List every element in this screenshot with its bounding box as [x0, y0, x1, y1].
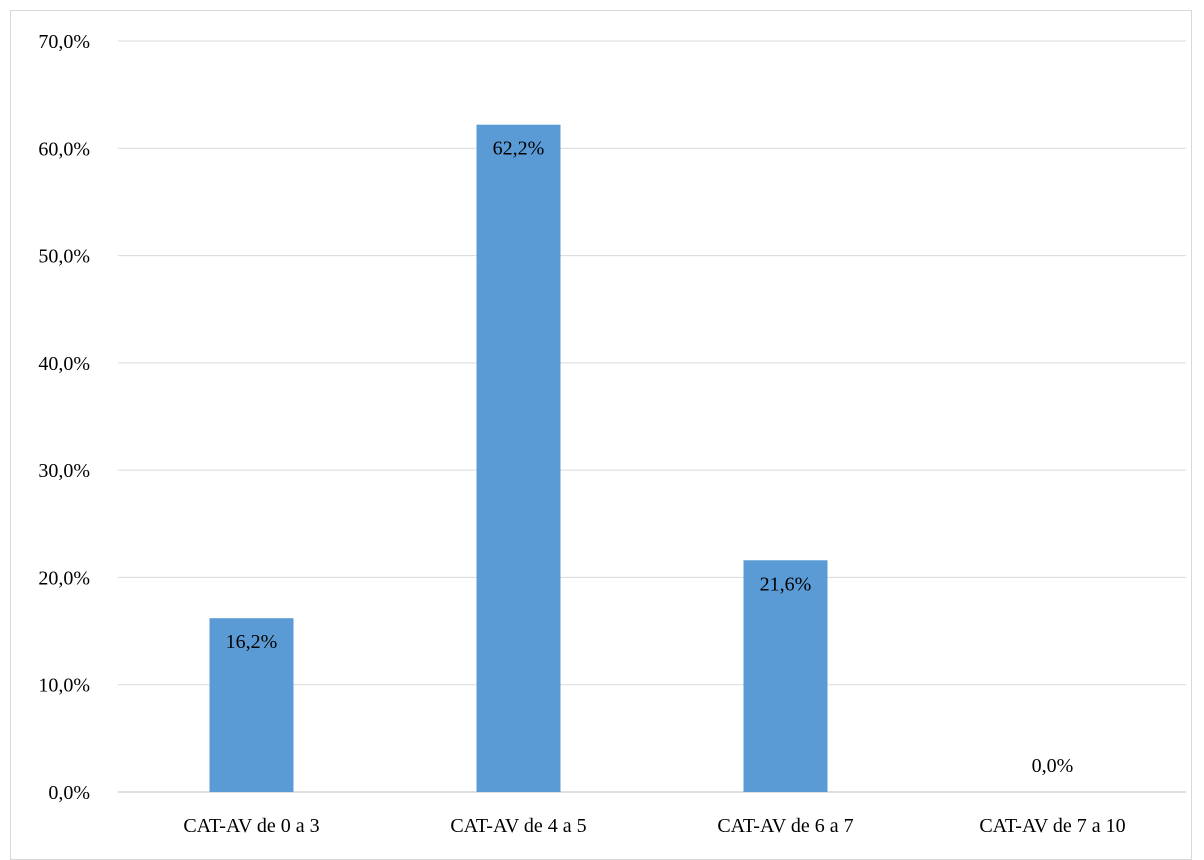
y-tick-label: 20,0% [38, 567, 90, 589]
category-label: CAT-AV de 4 a 5 [450, 815, 586, 837]
bar [209, 618, 294, 792]
bar [476, 124, 561, 792]
category-label: CAT-AV de 6 a 7 [717, 815, 853, 837]
x-axis-labels: CAT-AV de 0 a 3 CAT-AV de 4 a 5 CAT-AV de … [183, 815, 1125, 837]
y-axis-ticks: 0,0% 10,0% 20,0% 30,0% 40,0% 50,0% 60,0% 70,0% [38, 31, 90, 804]
category-label: CAT-AV de 7 a 10 [979, 815, 1125, 837]
bars [209, 124, 828, 792]
bar [743, 560, 828, 792]
category-label: CAT-AV de 0 a 3 [183, 815, 319, 837]
data-label: 62,2% [493, 138, 545, 160]
y-tick-label: 10,0% [38, 675, 90, 697]
gridlines [118, 40, 1186, 793]
y-tick-label: 0,0% [48, 782, 90, 804]
chart-frame [10, 10, 1192, 860]
data-label: 0,0% [1032, 755, 1074, 777]
data-label: 21,6% [760, 573, 812, 595]
y-tick-label: 50,0% [38, 246, 90, 268]
y-tick-label: 30,0% [38, 460, 90, 482]
data-label: 16,2% [226, 631, 278, 653]
data-labels: 16,2% 62,2% 21,6% 0,0% [226, 138, 1074, 777]
y-tick-label: 60,0% [38, 138, 90, 160]
y-tick-label: 70,0% [38, 31, 90, 53]
y-tick-label: 40,0% [38, 353, 90, 375]
